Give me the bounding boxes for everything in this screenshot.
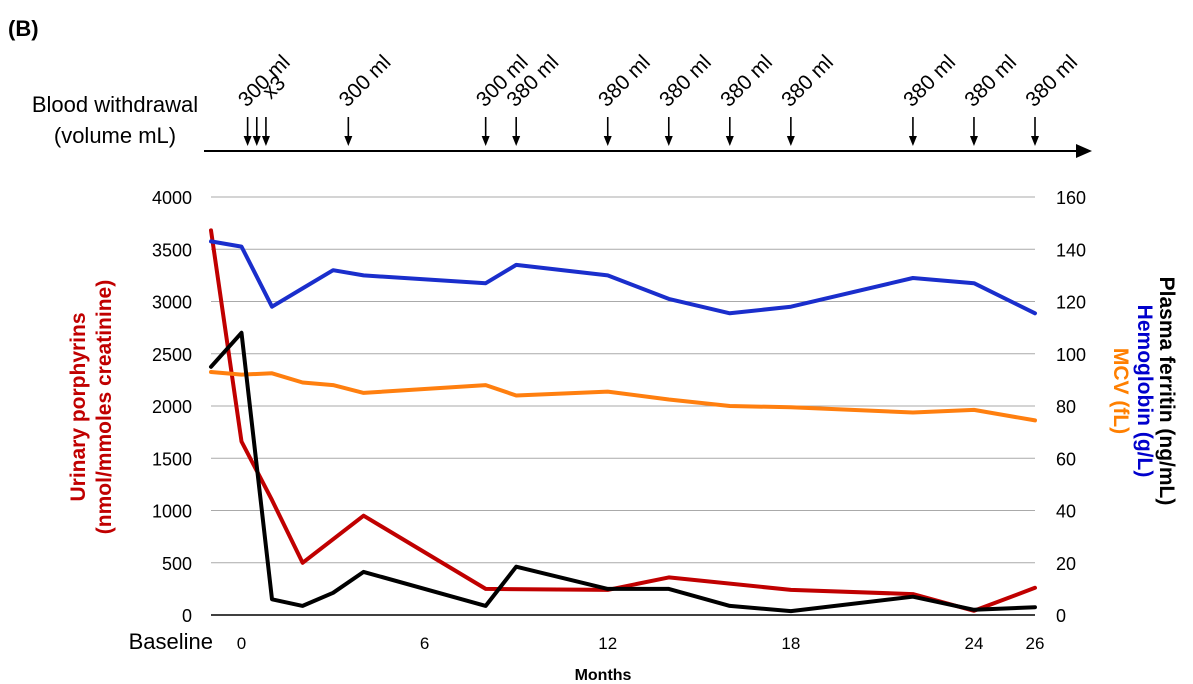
left-tick-label: 2500 <box>152 345 192 365</box>
series-line-mcv <box>209 370 1037 423</box>
left-tick-label: 500 <box>162 554 192 574</box>
baseline-tick-label: Baseline <box>129 629 213 654</box>
withdrawal-arrow-head <box>243 136 252 146</box>
left-tick-label: 1500 <box>152 449 192 469</box>
series-line-urinary-porphyrins <box>209 228 1037 613</box>
series-line-plasma-ferritin <box>209 330 1037 614</box>
withdrawal-header-line1: Blood withdrawal <box>32 92 198 117</box>
left-tick-label: 4000 <box>152 188 192 208</box>
withdrawal-volume-label: 380 ml <box>960 51 1021 112</box>
right-tick-label: 60 <box>1056 449 1076 469</box>
x-tick-label: 18 <box>781 634 800 653</box>
right-tick-label: 0 <box>1056 606 1066 626</box>
withdrawal-volume-label: 300 ml <box>335 51 396 112</box>
right-axis-labels: Plasma ferritin (ng/mL)Hemoglobin (g/L)M… <box>1109 277 1178 506</box>
x-axis-ticks: Baseline 0 6 12 18 24 26 <box>129 629 1045 654</box>
x-axis-label: Months <box>575 667 632 684</box>
withdrawal-arrow-head <box>261 136 270 146</box>
left-axis-label-line1: Urinary porphyrins <box>67 312 90 501</box>
left-tick-label: 1000 <box>152 502 192 522</box>
withdrawal-volume-label: 380 ml <box>777 51 838 112</box>
withdrawal-arrow-head <box>725 136 734 146</box>
timeline-arrowhead <box>1076 144 1092 158</box>
right-axis-label: Hemoglobin (g/L) <box>1133 305 1156 478</box>
right-tick-label: 40 <box>1056 502 1076 522</box>
x-tick-label: 12 <box>598 634 617 653</box>
left-tick-label: 2000 <box>152 397 192 417</box>
right-tick-label: 20 <box>1056 554 1076 574</box>
withdrawal-volume-label: 380 ml <box>716 51 777 112</box>
withdrawal-arrow-head <box>481 136 490 146</box>
x-tick-label: 26 <box>1026 634 1045 653</box>
chart-series <box>209 228 1037 614</box>
chart-grid <box>211 196 1035 616</box>
withdrawal-arrow-head <box>664 136 673 146</box>
series-line-hemoglobin <box>209 239 1037 316</box>
x-tick-label: 24 <box>965 634 984 653</box>
withdrawal-volume-label: 380 ml <box>594 51 655 112</box>
left-axis-ticks: 0 500 1000 1500 2000 2500 3000 3500 4000 <box>152 188 192 626</box>
withdrawal-arrow-head <box>1031 136 1039 146</box>
left-tick-label: 3000 <box>152 293 192 313</box>
right-axis-ticks: 0 20 40 60 80 100 120 140 160 <box>1056 188 1086 626</box>
withdrawal-arrow-head <box>252 136 261 146</box>
left-tick-label: 0 <box>182 606 192 626</box>
withdrawal-volume-label: 380 ml <box>899 51 960 112</box>
right-tick-label: 160 <box>1056 188 1086 208</box>
right-axis-label: MCV (fL) <box>1109 348 1132 434</box>
right-axis-label: Plasma ferritin (ng/mL) <box>1155 277 1178 506</box>
withdrawal-volume-label: 380 ml <box>1021 51 1082 112</box>
left-tick-label: 3500 <box>152 240 192 260</box>
right-tick-label: 100 <box>1056 345 1086 365</box>
right-tick-label: 80 <box>1056 397 1076 417</box>
withdrawal-arrow-head <box>786 136 795 146</box>
x-tick-label: 6 <box>420 634 429 653</box>
left-axis-label: Urinary porphyrins (nmol/mmoles creatini… <box>67 280 116 534</box>
x-tick-label: 0 <box>237 634 246 653</box>
withdrawal-header: Blood withdrawal (volume mL) <box>32 92 198 148</box>
left-axis-label-line2: (nmol/mmoles creatinine) <box>93 280 116 534</box>
panel-label: (B) <box>8 16 39 41</box>
withdrawal-arrow-head <box>908 136 917 146</box>
right-tick-label: 140 <box>1056 240 1086 260</box>
withdrawal-arrow-head <box>344 136 353 146</box>
withdrawal-volume-label: 380 ml <box>655 51 716 112</box>
withdrawal-header-line2: (volume mL) <box>54 123 176 148</box>
withdrawal-arrow-head <box>603 136 612 146</box>
withdrawal-arrow-head <box>969 136 978 146</box>
withdrawal-arrow-head <box>512 136 521 146</box>
right-tick-label: 120 <box>1056 293 1086 313</box>
